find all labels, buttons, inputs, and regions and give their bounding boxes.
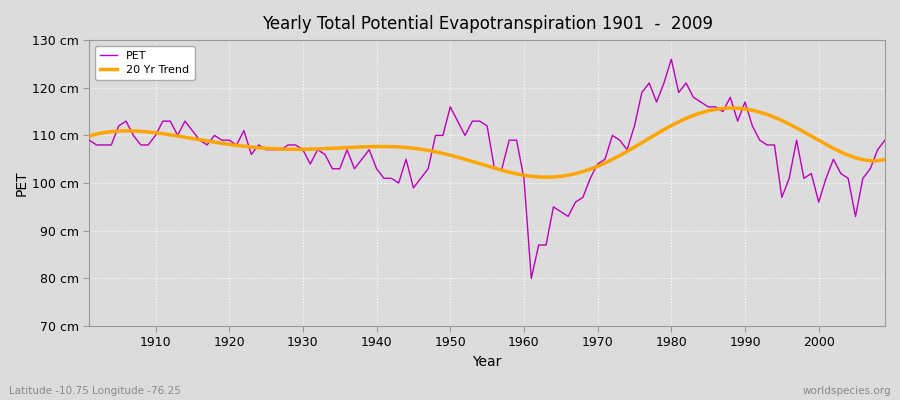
20 Yr Trend <box>726 106 737 110</box>
Y-axis label: PET: PET <box>15 170 29 196</box>
Legend: PET, 20 Yr Trend: PET, 20 Yr Trend <box>94 46 194 80</box>
Title: Yearly Total Potential Evapotranspiration 1901  -  2009: Yearly Total Potential Evapotranspiratio… <box>262 15 713 33</box>
PET <box>511 138 522 142</box>
PET <box>666 57 677 62</box>
PET <box>349 166 360 171</box>
20 Yr Trend <box>515 172 526 177</box>
20 Yr Trend <box>84 134 94 138</box>
PET <box>84 138 94 142</box>
PET <box>305 162 316 166</box>
20 Yr Trend <box>879 157 890 162</box>
20 Yr Trend <box>542 175 553 180</box>
Line: 20 Yr Trend: 20 Yr Trend <box>89 108 885 177</box>
Line: PET: PET <box>89 59 885 278</box>
20 Yr Trend <box>559 173 570 178</box>
PET <box>143 142 154 147</box>
Text: worldspecies.org: worldspecies.org <box>803 386 891 396</box>
X-axis label: Year: Year <box>472 355 502 369</box>
20 Yr Trend <box>466 159 477 164</box>
PET <box>518 176 529 181</box>
Text: Latitude -10.75 Longitude -76.25: Latitude -10.75 Longitude -76.25 <box>9 386 181 396</box>
20 Yr Trend <box>462 158 472 162</box>
PET <box>879 138 890 142</box>
20 Yr Trend <box>739 106 750 111</box>
PET <box>526 276 536 281</box>
PET <box>615 138 626 142</box>
20 Yr Trend <box>864 158 875 163</box>
